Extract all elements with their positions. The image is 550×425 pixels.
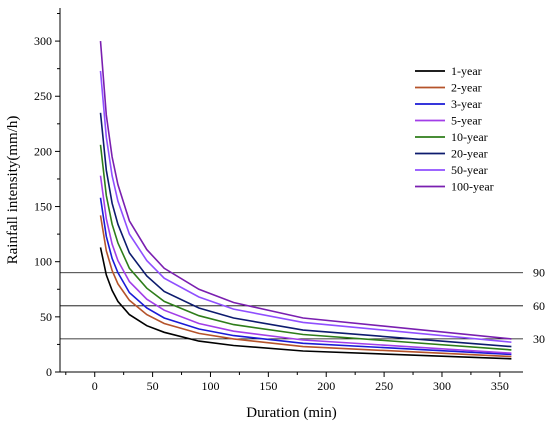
legend-label: 20-year: [451, 147, 488, 161]
legend-label: 10-year: [451, 130, 488, 144]
y-tick-label: 250: [34, 89, 52, 103]
series-line-50-year: [99, 70, 512, 343]
legend-label: 1-year: [451, 64, 482, 78]
series-line-1-year: [99, 247, 512, 360]
x-tick-label: 0: [92, 379, 98, 393]
x-tick-label: 100: [201, 379, 219, 393]
y-axis-label: Rainfall intensity(mm/h): [5, 116, 21, 265]
series-line-10-year: [99, 144, 512, 351]
legend-label: 3-year: [451, 97, 482, 111]
series-line-3-year: [99, 197, 512, 356]
series-line-5-year: [99, 175, 512, 354]
y-tick-label: 200: [34, 144, 52, 158]
reference-label-60: 60: [533, 299, 545, 313]
y-tick-label: 50: [40, 310, 52, 324]
x-tick-label: 50: [147, 379, 159, 393]
y-tick-label: 0: [46, 365, 52, 379]
series-line-20-year: [99, 112, 512, 348]
reference-label-90: 90: [533, 266, 545, 280]
legend: 1-year 2-year 3-year 5-year 10-year 20-year 50…: [415, 64, 494, 194]
series-lines: [99, 41, 512, 360]
y-tick-label: 150: [34, 200, 52, 214]
reference-label-30: 30: [533, 332, 545, 346]
legend-label: 50-year: [451, 163, 488, 177]
x-tick-label: 300: [433, 379, 451, 393]
y-tick-label: 100: [34, 255, 52, 269]
x-tick-label: 150: [259, 379, 277, 393]
x-tick-label: 200: [317, 379, 335, 393]
y-tick-label: 300: [34, 34, 52, 48]
series-line-2-year: [99, 215, 512, 358]
series-line-100-year: [99, 41, 512, 340]
axes: 0 50 100 150 200 250 300 350 0 50 100 150 200 250 300: [34, 8, 523, 393]
legend-label: 2-year: [451, 81, 482, 95]
legend-label: 5-year: [451, 114, 482, 128]
x-tick-label: 250: [375, 379, 393, 393]
x-axis-label: Duration (min): [246, 405, 336, 421]
x-tick-label: 350: [491, 379, 509, 393]
legend-label: 100-year: [451, 180, 494, 194]
